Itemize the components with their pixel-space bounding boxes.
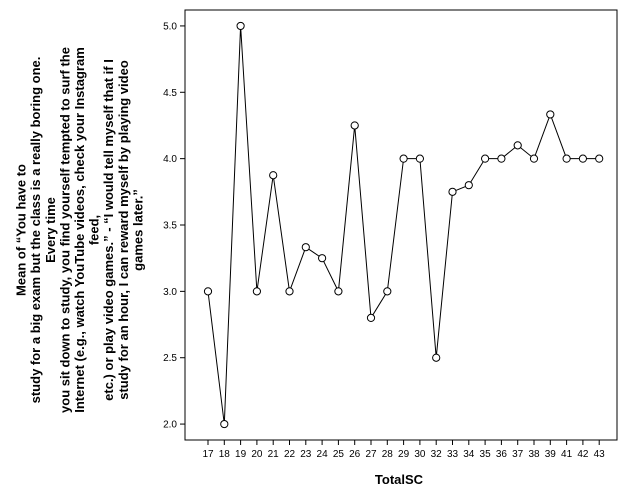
data-point <box>350 121 359 130</box>
y-axis-title-line: Internet (e.g., watch YouTube videos, ch… <box>72 47 87 413</box>
data-point <box>285 287 294 296</box>
y-axis-title-line: study for a big exam but the class is a … <box>28 57 43 404</box>
x-axis: 17 18 19 20 21 22 23 24 25 26 27 28 29 30 32 33 34 35 36 37… <box>202 440 605 460</box>
y-tick-label: 4.0 <box>163 154 177 165</box>
x-tick-label: 26 <box>349 449 361 460</box>
x-tick-label: 18 <box>219 449 231 460</box>
y-tick-label: 3.5 <box>163 221 177 232</box>
data-point <box>366 313 376 323</box>
data-point <box>464 181 473 190</box>
x-tick-label: 24 <box>317 449 329 460</box>
x-tick-label: 28 <box>382 449 394 460</box>
x-tick-label: 37 <box>512 449 524 460</box>
x-tick-label: 38 <box>528 449 540 460</box>
y-axis-title-line: study for an hour, I can reward myself b… <box>116 60 131 400</box>
x-tick-label: 36 <box>496 449 508 460</box>
y-tick-label: 5.0 <box>163 21 177 32</box>
y-axis-title: Mean of “You have tostudy for a big exam… <box>14 47 146 413</box>
x-tick-label: 20 <box>251 449 263 460</box>
data-point <box>203 287 213 296</box>
data-point <box>399 154 408 163</box>
x-tick-label: 42 <box>577 449 589 460</box>
data-point <box>529 154 539 163</box>
y-tick-label: 4.5 <box>163 88 177 99</box>
data-point <box>383 287 392 296</box>
x-tick-label: 34 <box>463 449 475 460</box>
x-tick-label: 25 <box>333 449 345 460</box>
x-tick-label: 39 <box>545 449 557 460</box>
data-point <box>432 353 441 362</box>
data-point <box>415 154 424 163</box>
data-markers <box>203 21 604 429</box>
data-point <box>481 154 490 163</box>
data-point <box>301 243 310 252</box>
data-point <box>513 141 522 150</box>
x-tick-label: 23 <box>300 449 312 460</box>
y-axis-title-line: you sit down to study, you find yourself… <box>57 47 72 413</box>
data-point <box>252 287 261 296</box>
data-point <box>269 171 278 180</box>
data-point <box>595 154 604 163</box>
y-tick-label: 2.5 <box>163 353 177 364</box>
y-axis-title-line: Mean of “You have to <box>14 164 29 296</box>
x-tick-label: 22 <box>284 449 296 460</box>
data-point <box>318 254 327 263</box>
y-axis-title-line: games later.” <box>130 189 145 271</box>
data-point <box>334 287 343 296</box>
data-point <box>220 419 229 429</box>
y-tick-label: 3.0 <box>163 287 177 298</box>
y-axis-title-line: etc.) or play video games.” - “I would t… <box>101 59 116 401</box>
x-tick-label: 41 <box>561 449 573 460</box>
data-point <box>236 21 245 31</box>
y-axis-title-line: feed, <box>87 215 102 245</box>
x-tick-label: 27 <box>365 449 377 460</box>
x-tick-label: 30 <box>414 449 426 460</box>
data-point <box>578 154 588 163</box>
data-point <box>497 154 506 163</box>
x-tick-label: 32 <box>431 449 443 460</box>
x-tick-label: 21 <box>268 449 280 460</box>
x-tick-label: 35 <box>480 449 492 460</box>
x-tick-label: 43 <box>594 449 606 460</box>
x-tick-label: 17 <box>202 449 214 460</box>
x-tick-label: 19 <box>235 449 247 460</box>
data-point <box>562 154 571 163</box>
data-point <box>546 110 555 119</box>
y-axis-title-line: Every time <box>43 197 58 263</box>
x-tick-label: 33 <box>447 449 459 460</box>
data-point <box>448 187 457 196</box>
y-axis: 2.0 2.5 3.0 3.5 4.0 4.5 5.0 <box>163 21 185 431</box>
y-tick-label: 2.0 <box>163 420 177 431</box>
x-axis-title: TotalSC <box>375 472 424 487</box>
x-tick-label: 29 <box>398 449 410 460</box>
